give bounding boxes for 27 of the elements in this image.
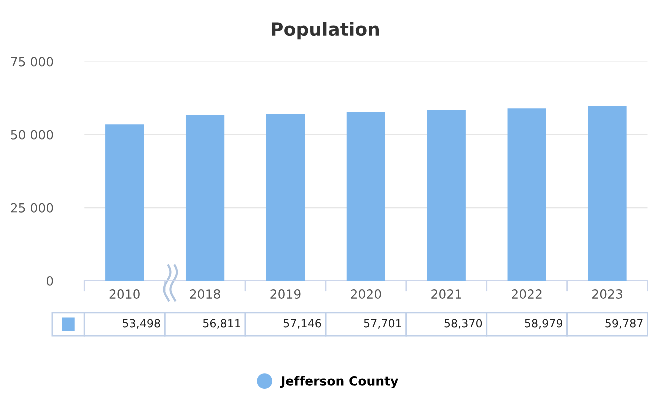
bar <box>588 106 627 281</box>
legend-label: Jefferson County <box>280 376 398 388</box>
x-tick-label: 2010 <box>110 290 140 299</box>
bar <box>427 110 466 281</box>
bar <box>508 108 546 281</box>
data-label: 53,498 <box>123 319 160 329</box>
y-tick-label: 50 000 <box>11 130 54 140</box>
bar <box>266 114 306 281</box>
data-label: 57,146 <box>284 319 322 329</box>
y-tick-label: 75 000 <box>11 57 54 67</box>
data-label: 58,370 <box>444 319 482 329</box>
data-label: 59,787 <box>606 319 643 329</box>
chart-title: Population <box>272 22 380 40</box>
bar <box>346 112 386 281</box>
bar <box>186 114 225 281</box>
x-tick-label: 2023 <box>592 290 622 299</box>
bar <box>106 124 144 281</box>
data-label: 58,979 <box>525 319 562 329</box>
y-tick-label: 0 <box>46 276 54 286</box>
x-tick-label: 2022 <box>512 290 542 299</box>
x-tick-label: 2021 <box>432 290 462 299</box>
y-tick-label: 25 000 <box>11 203 54 213</box>
x-tick-label: 2020 <box>351 290 382 299</box>
x-tick-label: 2018 <box>190 290 220 299</box>
data-label: 56,811 <box>203 319 240 329</box>
data-label: 57,701 <box>364 319 402 329</box>
x-tick-label: 2019 <box>270 290 301 299</box>
